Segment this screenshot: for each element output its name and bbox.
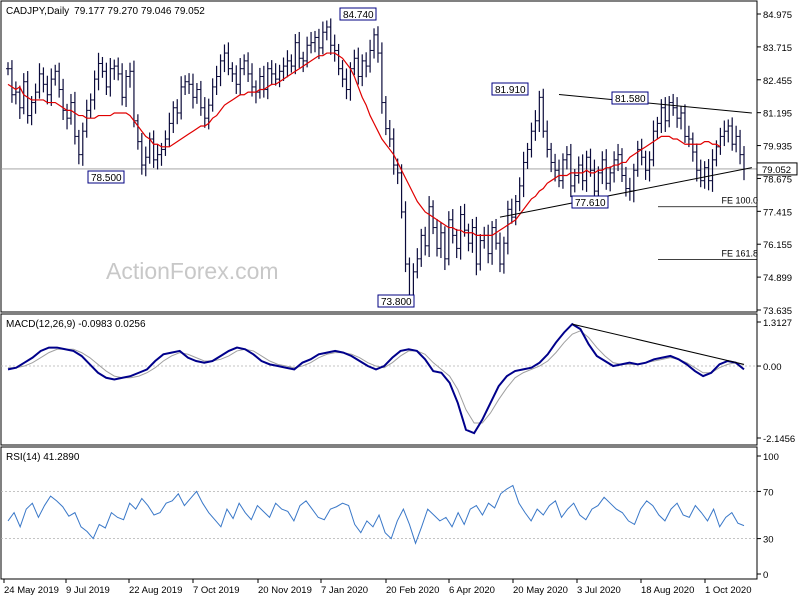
trendline — [499, 167, 752, 218]
macd-axis-tick-label: 1.3127 — [763, 318, 792, 329]
date-axis-tick-label: 22 Aug 2019 — [129, 585, 182, 596]
price-axis-tick-label: 76.155 — [763, 240, 792, 251]
price-trendlines — [499, 93, 752, 218]
price-axis-tick-label: 79.935 — [763, 142, 792, 153]
date-axis-tick-label: 18 Aug 2020 — [641, 585, 694, 596]
price-annotation-box — [87, 170, 125, 184]
price-annotation-label: 73.800 — [381, 297, 412, 308]
price-annotation-box — [339, 7, 377, 21]
macd-title: MACD(12,26,9) -0.0983 0.0256 — [6, 319, 146, 330]
rsi-axis-tick-label: 100 — [763, 452, 779, 463]
macd-axis: 1.3127 0.00 -2.1456 — [757, 318, 795, 445]
date-axis-tick-label: 3 Jul 2020 — [577, 585, 621, 596]
price-axis-tick-label: 81.195 — [763, 109, 792, 120]
price-axis-tick-label: 82.455 — [763, 76, 792, 87]
price-axis: 84.975 83.715 82.455 81.195 79.935 78.675 77.4… — [756, 10, 798, 317]
price-annotation-label: 81.910 — [495, 85, 526, 96]
date-axis-tick-label: 1 Oct 2020 — [705, 585, 751, 596]
price-annotation-label: 84.740 — [343, 10, 374, 21]
rsi-axis: 100 70 30 0 — [757, 452, 779, 581]
macd-line — [7, 322, 745, 435]
macd-lines — [1, 322, 757, 435]
price-annotation-box — [611, 91, 649, 105]
date-axis-tick-label: 7 Jan 2020 — [321, 585, 368, 596]
fe-level-label: FE 161.8 — [721, 249, 758, 259]
price-annotation-box — [571, 195, 609, 209]
price-axis-tick-label: 83.715 — [763, 43, 792, 54]
current-price-marker — [756, 162, 798, 176]
fe-level-label: FE 100.0 — [721, 196, 758, 206]
watermark: ActionForex.com — [106, 258, 279, 284]
price-axis-tick-label: 78.675 — [763, 174, 792, 185]
rsi-axis-tick-label: 70 — [763, 487, 774, 498]
price-annotation-label: 77.610 — [575, 198, 606, 209]
price-annotation-label: 81.580 — [615, 94, 646, 105]
price-annotation-box — [377, 294, 415, 308]
macd-axis-tick-label: 0.00 — [763, 362, 782, 373]
date-axis-tick-label: 9 Jul 2019 — [66, 585, 110, 596]
date-axis-tick-label: 20 Feb 2020 — [386, 585, 439, 596]
rsi-axis-tick-label: 0 — [763, 570, 768, 581]
macd-axis-tick-label: -2.1456 — [763, 434, 795, 445]
price-axis-tick-label: 84.975 — [763, 10, 792, 21]
price-axis-tick-label: 74.899 — [763, 273, 792, 284]
price-labels: 84.740 78.500 81.910 81.580 77.610 73.800 — [87, 7, 649, 308]
sma-line — [7, 52, 721, 236]
price-annotation-box — [491, 82, 529, 96]
current-price-label: 79.052 — [762, 165, 791, 176]
trendline — [558, 93, 752, 114]
macd-trendline — [572, 323, 745, 365]
price-axis-tick-label: 73.635 — [763, 306, 792, 317]
rsi-title: RSI(14) 41.2890 — [6, 452, 80, 463]
rsi-line — [7, 484, 745, 545]
price-reference-lines: FE 100.0 FE 161.8 — [1, 168, 758, 261]
date-axis-tick-label: 20 Nov 2019 — [258, 585, 312, 596]
rsi-axis-tick-label: 30 — [763, 535, 774, 546]
rsi-panel-frame — [0, 446, 758, 580]
date-axis-tick-label: 20 May 2020 — [513, 585, 568, 596]
date-axis-tick-label: 24 May 2019 — [4, 585, 59, 596]
price-axis-tick-label: 77.415 — [763, 207, 792, 218]
date-axis-tick-label: 7 Oct 2019 — [193, 585, 239, 596]
macd-panel-frame — [0, 313, 758, 446]
chart-title: CADJPY,Daily 79.177 79.270 79.046 79.052 — [6, 6, 205, 17]
price-annotation-label: 78.500 — [91, 173, 122, 184]
price-moving-average — [7, 52, 721, 236]
date-axis: 24 May 2019 9 Jul 2019 22 Aug 2019 7 Oct 20… — [3, 579, 751, 596]
rsi-lines — [1, 484, 757, 545]
date-axis-tick-label: 6 Apr 2020 — [449, 585, 495, 596]
